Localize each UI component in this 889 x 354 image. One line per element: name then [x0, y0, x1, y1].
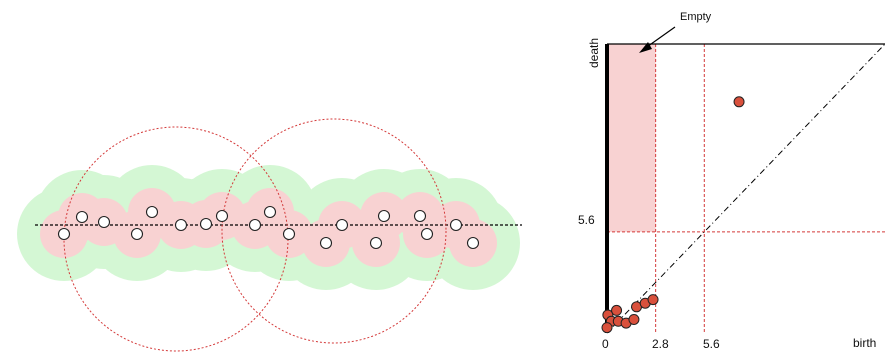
arrow-icon [639, 26, 676, 53]
cloud-point [377, 209, 391, 223]
cloud-point [75, 210, 89, 224]
diagram-point [611, 304, 623, 316]
x-tick-label-2: 5.6 [703, 337, 720, 351]
cloud-point [319, 236, 333, 250]
cloud-point [199, 217, 213, 231]
cloud-point [369, 236, 383, 250]
diagram-point [628, 313, 640, 325]
cloud-point [263, 205, 277, 219]
x-axis-label: birth [853, 336, 876, 350]
cloud-point [215, 209, 229, 223]
x-tick-label-1: 2.8 [652, 337, 669, 351]
diagram-point [733, 96, 745, 108]
y-tick-label: 5.6 [578, 213, 595, 227]
point-cloud-panel [17, 118, 522, 352]
cloud-point [413, 209, 427, 223]
cloud-point [282, 227, 296, 241]
cloud-point [97, 215, 111, 229]
threshold-guides [607, 44, 885, 333]
y-axis-label: death [587, 38, 601, 68]
cloud-point [248, 218, 262, 232]
cloud-point [57, 227, 71, 241]
cloud-point [145, 205, 159, 219]
dashed-circle-right [221, 118, 447, 344]
cloud-point [174, 218, 188, 232]
diagonal-line [606, 43, 886, 334]
cloud-point [449, 218, 463, 232]
cloud-point [420, 227, 434, 241]
empty-annotation: Empty [680, 11, 712, 23]
diagram-point [601, 322, 613, 334]
empty-region [607, 44, 656, 232]
diagram-point [647, 294, 659, 306]
diagram-points [601, 96, 745, 334]
cloud-point [130, 227, 144, 241]
cloud-point [335, 218, 349, 232]
x-tick-label-0: 0 [602, 337, 609, 351]
persistence-diagram: Empty death birth 5.6 0 2.8 5.6 [578, 11, 886, 351]
cloud-point [466, 236, 480, 250]
point-cloud [57, 205, 480, 250]
